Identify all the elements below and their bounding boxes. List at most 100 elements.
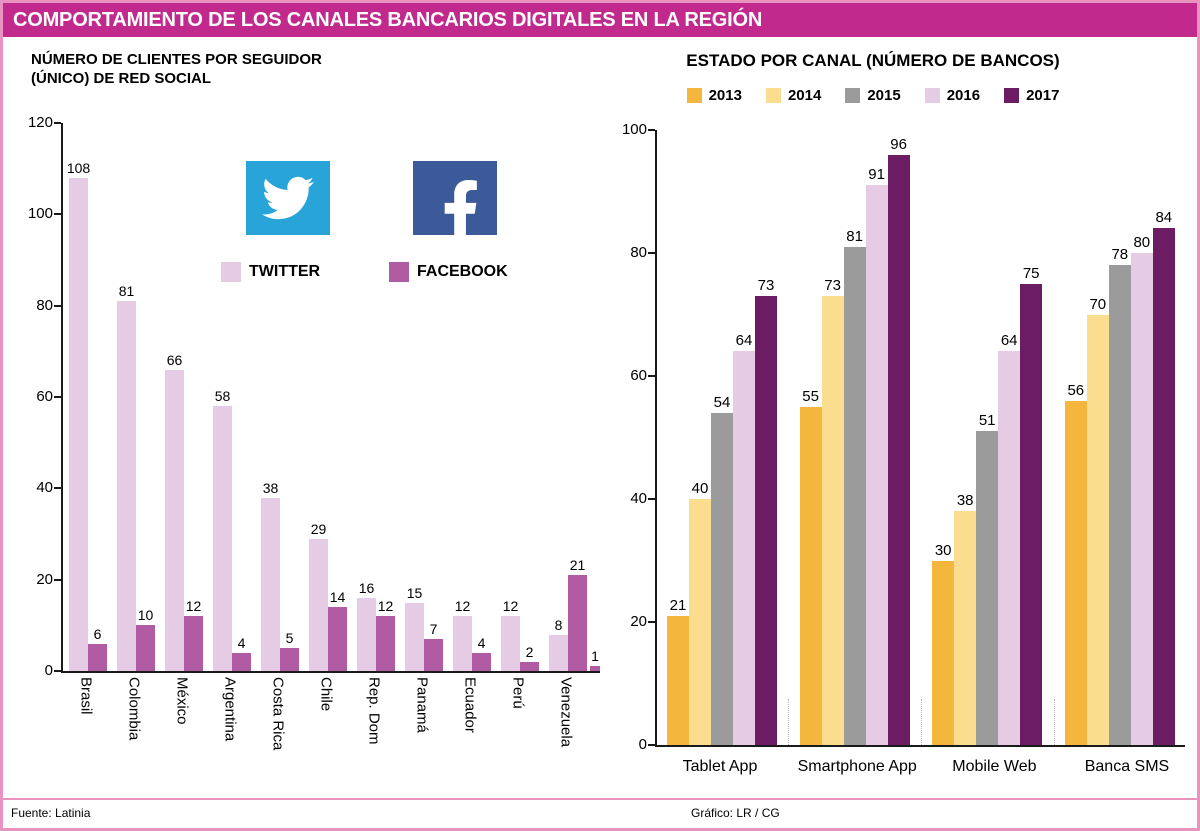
x-axis-label-cell: Argentina bbox=[211, 677, 249, 795]
right-chart-legend: 2013 2014 2015 2016 2017 bbox=[603, 87, 1143, 104]
y-axis-tick-label: 100 bbox=[621, 121, 647, 138]
bar-twitter bbox=[117, 301, 136, 671]
bar-value-label: 81 bbox=[846, 227, 863, 245]
bar-column: 55 bbox=[799, 389, 822, 745]
bar-value-label: 75 bbox=[1022, 264, 1040, 282]
x-axis-label-cell: Tablet App bbox=[665, 757, 775, 785]
bar-column: 6 bbox=[88, 627, 107, 671]
bar-column: 96 bbox=[887, 137, 910, 745]
x-axis-label-cell: Smartphone App bbox=[798, 757, 917, 785]
bar-2016 bbox=[733, 351, 755, 745]
y-axis-tick-label: 0 bbox=[44, 662, 53, 679]
bar-2017 bbox=[1152, 228, 1175, 745]
credit-note: Gráfico: LR / CG bbox=[691, 806, 780, 820]
y-axis-tick-label: 0 bbox=[638, 736, 647, 753]
x-axis-label: Chile bbox=[317, 677, 335, 712]
y-axis-tick-label: 20 bbox=[36, 570, 53, 588]
bar-group-banca-sms: 56 70 78 80 84 bbox=[1064, 209, 1175, 745]
bar-facebook bbox=[88, 643, 107, 671]
bar-2015 bbox=[1108, 265, 1131, 745]
bar-group-argentina: 58 4 bbox=[213, 389, 251, 671]
bar-value-label: 10 bbox=[137, 607, 154, 624]
bar-2013 bbox=[932, 560, 955, 745]
source-note: Fuente: Latinia bbox=[11, 806, 91, 820]
bar-twitter bbox=[309, 538, 328, 671]
bar-value-label: 70 bbox=[1089, 295, 1107, 313]
bar-2017 bbox=[755, 296, 777, 745]
y-axis-tick-label: 80 bbox=[36, 296, 53, 314]
bar-column: 81 bbox=[843, 227, 866, 745]
x-axis-label: Tablet App bbox=[682, 758, 758, 775]
x-axis-label: Costa Rica bbox=[269, 677, 287, 751]
bar-column: 64 bbox=[733, 333, 755, 745]
left-chart-title-line2: (ÚNICO) DE RED SOCIAL bbox=[31, 69, 211, 87]
twitter-bird-icon bbox=[262, 176, 314, 220]
bar-column: 2 bbox=[520, 645, 539, 671]
bar-column: 75 bbox=[1020, 264, 1043, 745]
y-axis-tick-mark bbox=[54, 304, 61, 307]
legend-facebook-label: FACEBOOK bbox=[417, 263, 508, 280]
bar-2015 bbox=[843, 246, 866, 745]
x-axis-separator-tick bbox=[1053, 699, 1055, 745]
bar-column: 81 bbox=[117, 284, 136, 671]
bar-column: 7 bbox=[424, 622, 443, 671]
bar-value-label: 4 bbox=[237, 634, 246, 651]
bar-value-label: 12 bbox=[377, 598, 394, 615]
bar-value-label: 73 bbox=[757, 277, 775, 294]
bar-column: 5 bbox=[280, 631, 299, 671]
bar-twitter bbox=[261, 497, 280, 671]
bar-2015 bbox=[711, 412, 733, 745]
x-axis-label-cell: Banca SMS bbox=[1072, 757, 1182, 785]
bar-twitter bbox=[213, 406, 232, 671]
x-axis-separator-tick bbox=[920, 699, 922, 745]
bar-column: 70 bbox=[1086, 295, 1109, 745]
x-axis-label: Smartphone App bbox=[797, 758, 917, 775]
legend-facebook: FACEBOOK bbox=[389, 262, 508, 282]
bar-value-label: 84 bbox=[1155, 209, 1173, 227]
bar-value-label: 21 bbox=[569, 557, 586, 574]
bar-value-label: 1 bbox=[591, 648, 599, 665]
bar-column: 14 bbox=[328, 590, 347, 671]
facebook-f-icon bbox=[444, 180, 478, 235]
header-bar: COMPORTAMIENTO DE LOS CANALES BANCARIOS … bbox=[3, 3, 1197, 37]
x-axis-label: México bbox=[173, 677, 191, 725]
bar-twitter bbox=[165, 369, 184, 671]
bar-facebook bbox=[184, 616, 203, 671]
y-axis-tick-mark bbox=[54, 670, 61, 672]
legend-swatch-2016 bbox=[924, 88, 940, 103]
bar-value-label: 12 bbox=[454, 598, 471, 615]
bar-column: 12 bbox=[376, 599, 395, 671]
bar-twitter bbox=[453, 616, 472, 671]
bar-value-label: 12 bbox=[185, 598, 202, 615]
y-axis-tick-mark bbox=[54, 396, 61, 398]
x-axis-label-cell: Perú bbox=[499, 677, 537, 795]
x-axis-separator-tick bbox=[788, 699, 790, 745]
bar-facebook bbox=[376, 616, 395, 671]
bar-column: 51 bbox=[976, 412, 999, 745]
bar-column: 66 bbox=[165, 353, 184, 671]
bar-2014 bbox=[689, 499, 711, 745]
x-axis-label: Venezuela bbox=[557, 677, 575, 748]
x-axis-label-cell: Venezuela bbox=[547, 677, 585, 795]
legend-swatch-2014 bbox=[765, 88, 781, 103]
bar-value-label: 66 bbox=[166, 351, 183, 368]
bar-value-label: 51 bbox=[978, 412, 996, 430]
left-chart-plot: 0 20 40 60 80 100 120 108 6 81 10 66 12 58 4 38 5 29 14 16 1… bbox=[28, 114, 600, 679]
legend-swatch-2015 bbox=[845, 88, 861, 103]
bar-group-panam-: 15 7 bbox=[405, 586, 443, 671]
x-axis-label-cell: Panamá bbox=[403, 677, 441, 795]
bar-facebook bbox=[136, 625, 155, 671]
bar-value-label: 38 bbox=[262, 479, 279, 496]
bar-2014 bbox=[821, 296, 844, 745]
x-axis-label: Panamá bbox=[413, 677, 431, 733]
bar-facebook bbox=[520, 661, 539, 671]
legend-item-2013: 2013 bbox=[686, 87, 742, 104]
y-axis-tick-label: 80 bbox=[630, 244, 647, 261]
legend-twitter-label: TWITTER bbox=[249, 263, 321, 280]
bar-group-m-xico: 66 12 bbox=[165, 353, 203, 671]
bar-group-venezuela: 8 21 bbox=[549, 558, 587, 671]
bar-column: 73 bbox=[821, 278, 844, 745]
bar-column: 73 bbox=[755, 278, 777, 745]
bar-value-label: 21 bbox=[669, 596, 687, 614]
